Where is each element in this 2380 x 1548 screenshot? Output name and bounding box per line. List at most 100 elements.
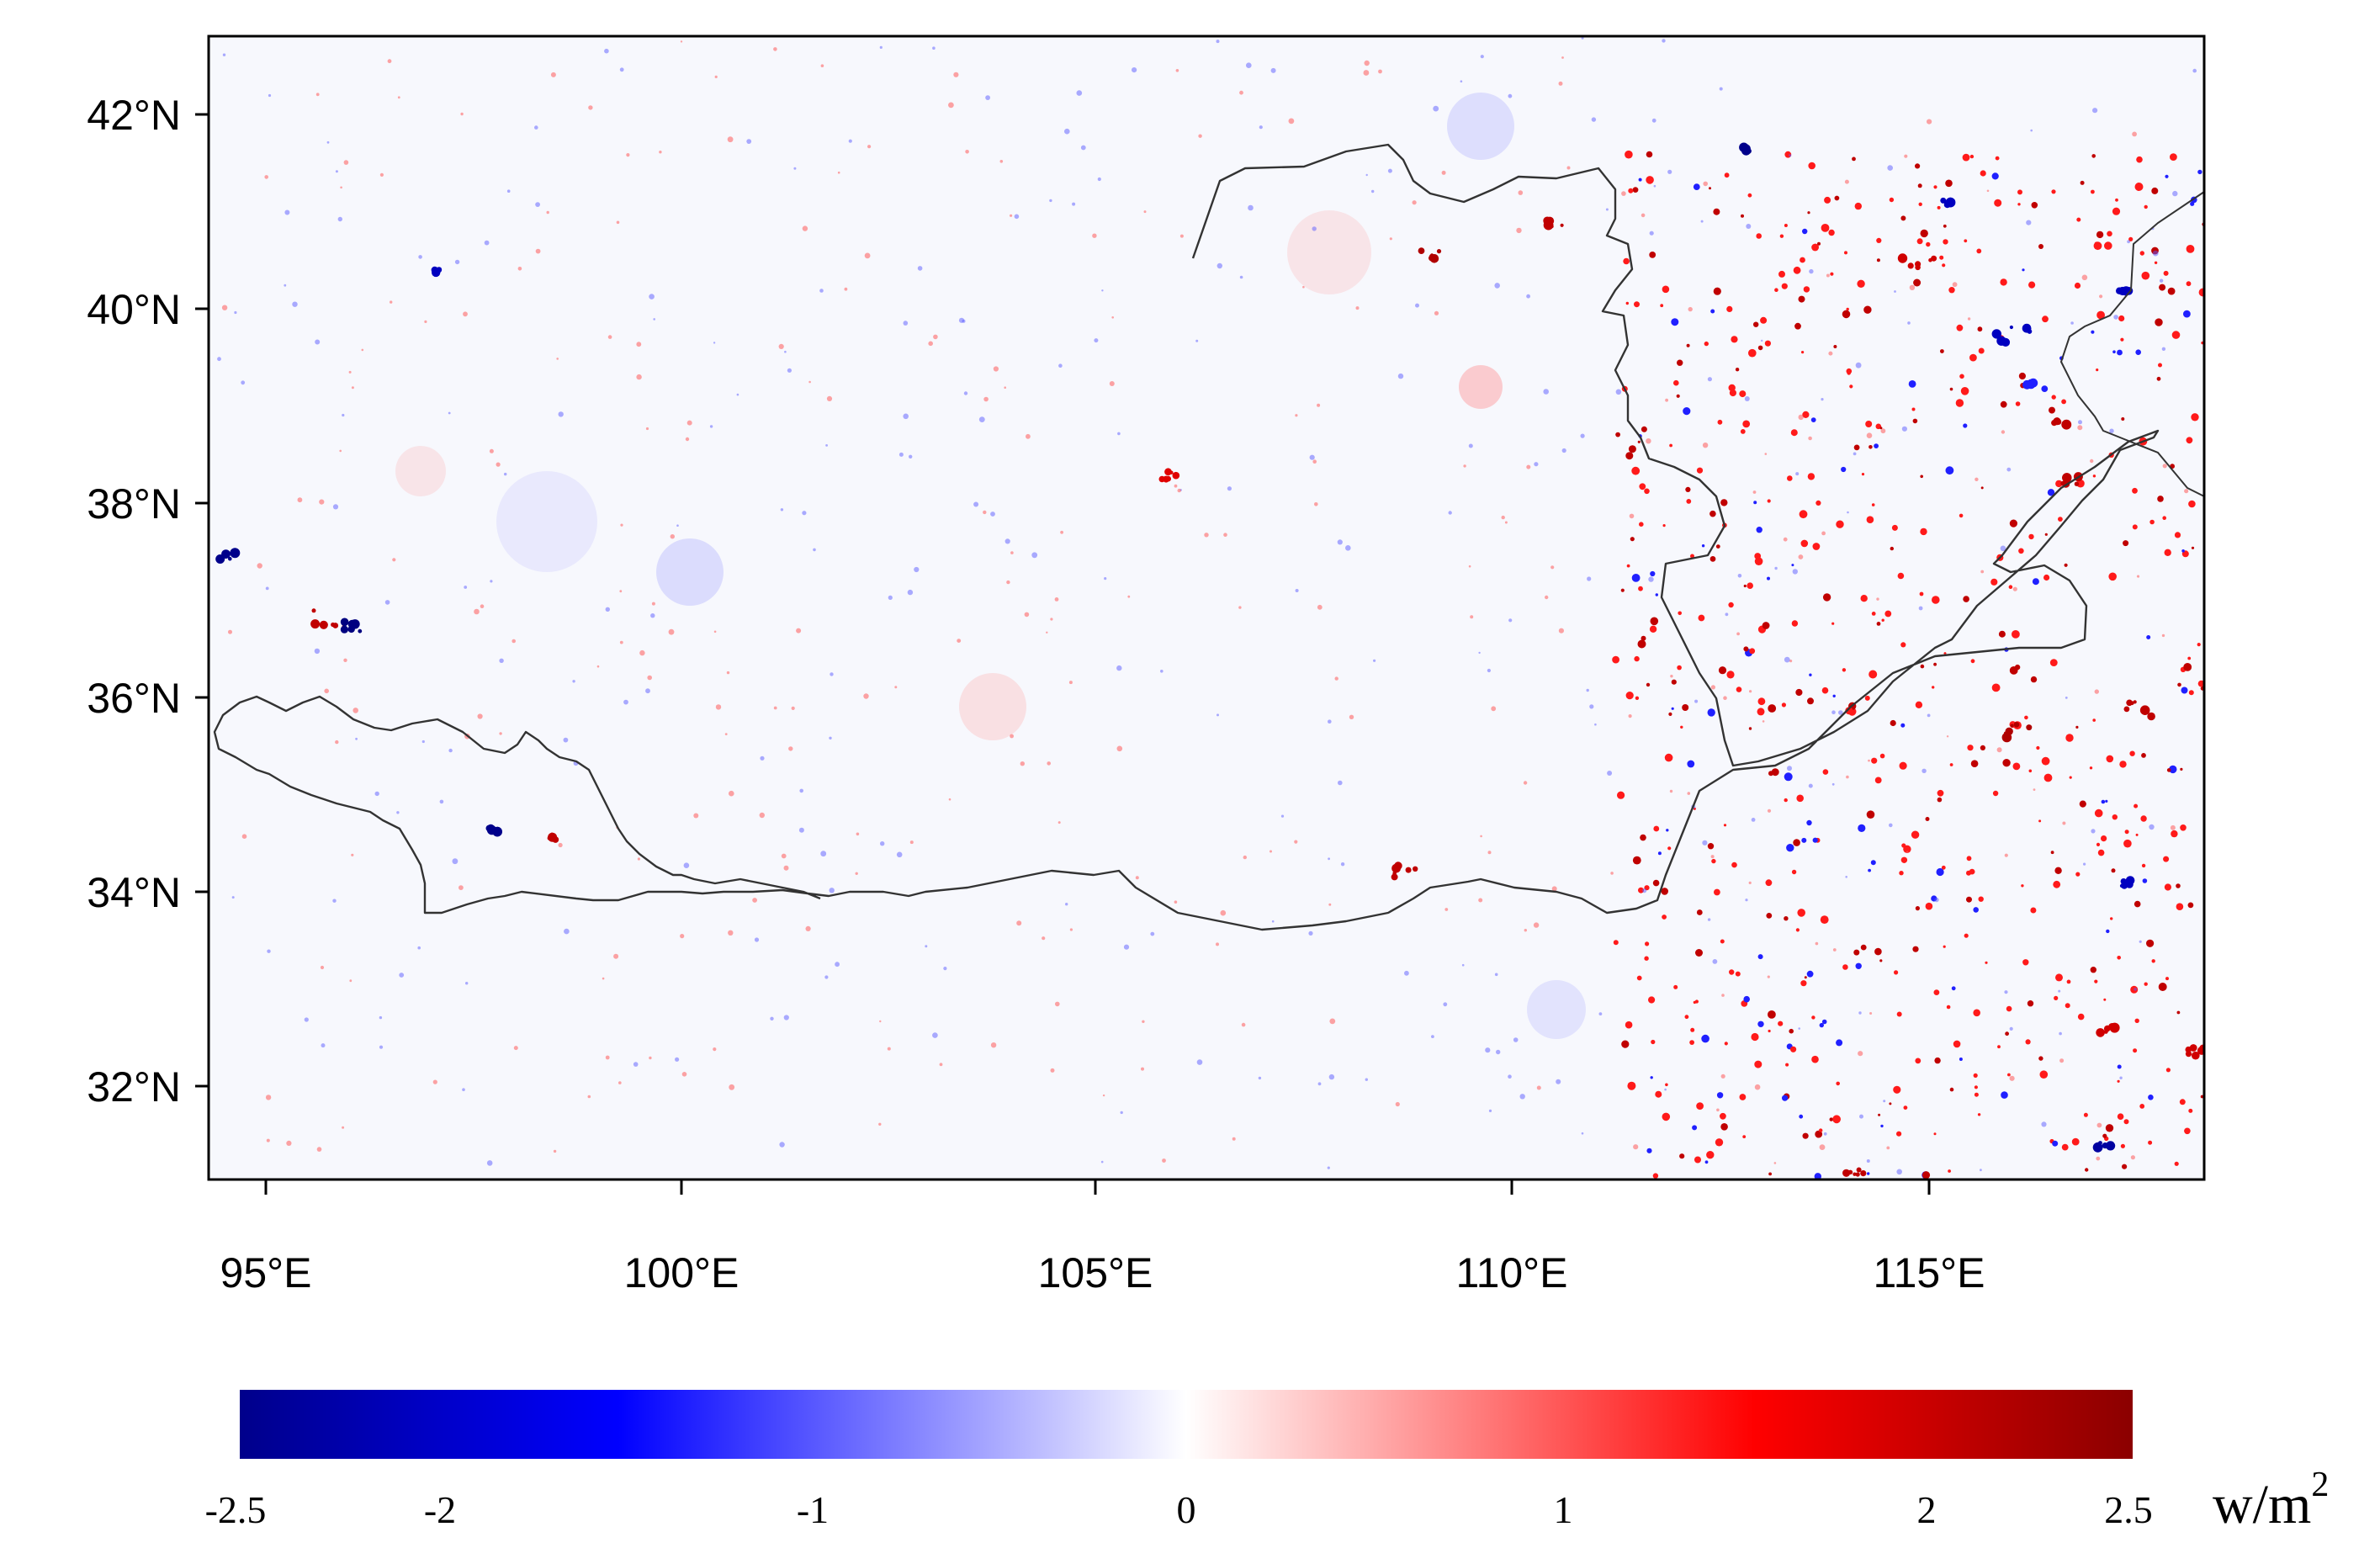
field-dot [2190,201,2195,206]
field-dot [1800,539,1809,548]
field-dot [2026,724,2033,731]
field-dot [1786,844,1794,852]
field-dot [1302,285,1305,289]
unit-exponent: 2 [2311,1466,2329,1504]
field-dot [1766,913,1773,919]
field-dot [1524,929,1528,932]
field-dot [1312,226,1317,231]
field-dot [1952,282,1958,288]
field-dot [2132,131,2138,137]
field-dot [1883,1100,1886,1103]
field-dot [1328,857,1330,861]
field-dot [2176,1010,2181,1015]
field-dot [752,898,757,903]
field-dot [459,885,464,890]
field-dot [1729,969,1735,975]
field-dot [1893,1085,1901,1094]
field-dot [2151,959,2155,963]
field-dot [1631,574,1641,582]
field-dot [1931,255,1937,262]
field-dot [1860,1170,1867,1177]
field-dot [2188,690,2194,696]
field-dot [1651,1039,1656,1045]
field-dot [489,448,494,453]
field-dot [2096,1156,2101,1161]
field-dot [517,267,522,271]
field-dot [337,216,342,222]
field-dot [1996,747,2002,753]
field-dot [1246,62,1252,68]
field-dot [784,350,787,353]
field-dot [645,427,649,431]
field-dot [1969,868,1975,875]
field-dot [2096,310,2106,320]
field-dot [550,72,556,77]
field-dot [343,658,347,662]
field-dot [1821,531,1826,536]
field-dot [1724,1042,1728,1046]
field-dot [1054,597,1059,602]
field-dot [1006,580,1010,585]
field-dot [2044,533,2048,536]
field-dot [1243,855,1248,860]
field-dot [668,628,675,635]
field-patch [1447,93,1514,160]
field-dot [1710,855,1715,859]
field-dot [1919,591,1924,596]
field-dot [1784,916,1789,921]
field-dot [2146,939,2155,947]
field-dot [1771,768,1779,777]
field-dot [1967,317,1971,321]
field-dot [2041,385,2049,392]
field-dot [1413,866,1418,872]
field-dot [1784,772,1793,782]
field-dot [1808,162,1815,170]
field-dot [2096,1122,2102,1128]
field-dot [829,736,832,740]
field-dot [587,1095,591,1099]
field-dot [1884,610,1892,618]
field-dot [651,602,655,606]
field-dot [1239,275,1243,279]
field-dot [265,586,269,591]
field-dot [1793,839,1800,846]
field-dot [1104,577,1107,580]
field-dot [2006,1005,2012,1012]
field-dot [1903,1105,1908,1110]
field-dot [1673,984,1678,989]
field-dot [907,589,914,596]
field-dot [1743,995,1750,1003]
field-dot [1868,445,1873,449]
field-dot [1964,239,1968,243]
field-dot [1921,768,1927,773]
field-dot [1815,941,1819,946]
field-dot [680,934,685,939]
field-dot [1932,596,1940,604]
field-dot [1812,837,1818,843]
field-dot [1642,888,1647,893]
field-dot [2118,315,2125,322]
field-dot [2091,829,2096,834]
field-dot [788,746,793,751]
field-dot [1976,248,1982,254]
field-dot [1799,510,1808,519]
field-dot [1821,687,1829,694]
field-dot [779,1142,785,1148]
field-dot [2172,190,2178,197]
field-dot [1980,170,1986,177]
field-dot [1391,873,1398,881]
field-dot [1820,915,1829,924]
field-dot [1718,666,1727,675]
field-dot [2059,1031,2062,1036]
field-dot [1513,1037,1519,1042]
field-dot [335,170,338,173]
field-dot [1855,1172,1860,1177]
field-dot [1764,340,1771,347]
field-dot [1791,564,1794,567]
field-dot [324,688,330,694]
field-dot [1653,184,1656,188]
field-dot [1970,760,1979,767]
field-dot [2038,244,2043,249]
field-dot [962,319,966,323]
field-dot [653,318,655,321]
